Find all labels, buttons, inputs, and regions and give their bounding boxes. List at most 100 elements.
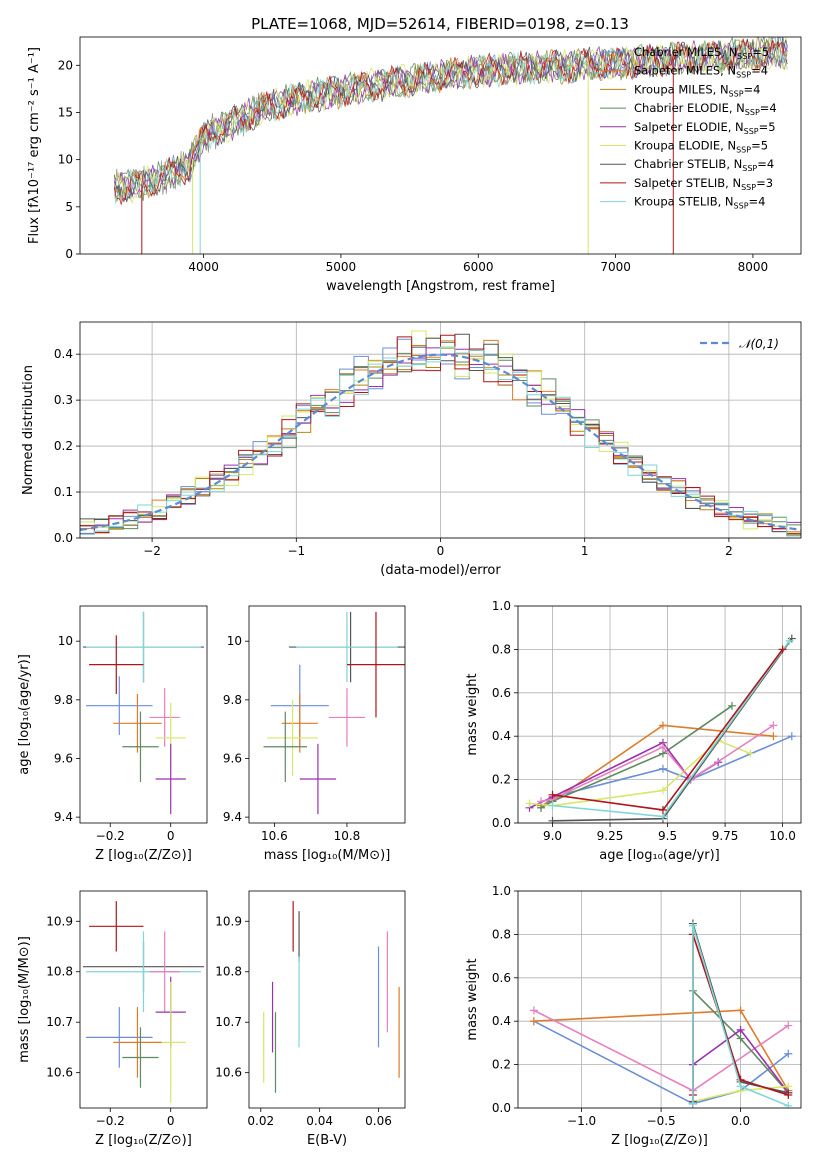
mass-weight-marker bbox=[688, 1099, 697, 1108]
y-tick-label: 9.6 bbox=[223, 751, 242, 765]
x-axis-label: E(B-V) bbox=[307, 1133, 347, 1148]
y-tick-label: 9.8 bbox=[223, 693, 242, 707]
x-tick-label: −0.2 bbox=[96, 829, 125, 843]
legend-entry: Chabrier ELODIE, NSSP=4 bbox=[634, 101, 777, 117]
plot-area bbox=[83, 611, 204, 815]
x-tick-label: 4000 bbox=[188, 260, 219, 274]
spectrum-model-line bbox=[113, 37, 788, 204]
mass-weight-marker bbox=[727, 701, 736, 710]
y-axis-label: mass weight bbox=[465, 673, 480, 755]
x-axis-label: Z [log₁₀(Z/Z⊙)] bbox=[95, 848, 192, 863]
y-tick-label: 0.4 bbox=[492, 729, 511, 743]
plot-area bbox=[83, 901, 204, 1103]
legend-entry: Kroupa STELIB, NSSP=4 bbox=[634, 195, 765, 211]
y-tick-label: 10 bbox=[58, 153, 73, 167]
y-axis-label: Normed distribution bbox=[21, 365, 36, 495]
mass-weight-marker bbox=[784, 1101, 793, 1108]
legend-entry: Kroupa ELODIE, NSSP=5 bbox=[634, 139, 768, 155]
mass-weight-marker bbox=[787, 732, 796, 741]
mass-weight-marker bbox=[658, 786, 667, 795]
y-tick-label: 15 bbox=[58, 105, 73, 119]
mass-weight-marker bbox=[769, 732, 778, 741]
y-tick-label: 0.3 bbox=[54, 393, 73, 407]
x-axis-label: Z [log₁₀(Z/Z⊙)] bbox=[611, 1133, 708, 1148]
y-tick-label: 10.8 bbox=[215, 965, 242, 979]
mass-weight-marker bbox=[658, 743, 667, 752]
y-axis-label: mass weight bbox=[465, 958, 480, 1040]
mass-weight-marker bbox=[736, 1025, 745, 1034]
mass-weight-line bbox=[540, 724, 774, 807]
legend-entry: 𝒩(0,1) bbox=[739, 337, 779, 351]
mass-weight-line bbox=[533, 1020, 789, 1105]
y-tick-label: 10.9 bbox=[215, 914, 242, 928]
legend-entry: Chabrier MILES, NSSP=5 bbox=[634, 45, 769, 61]
panel-spectrum: 4000 5000 6000 7000 8000 0 5 10 15 20 wavelength [… bbox=[27, 36, 802, 294]
y-tick-label: 0.0 bbox=[492, 1101, 511, 1115]
mass-weight-marker bbox=[736, 1082, 745, 1091]
x-tick-label: −1 bbox=[287, 544, 305, 558]
x-axis-label: wavelength [Angstrom, rest frame] bbox=[326, 279, 555, 294]
y-tick-label: 10 bbox=[227, 634, 242, 648]
y-tick-label: 0 bbox=[65, 247, 73, 261]
x-tick-label: 9.75 bbox=[712, 829, 739, 843]
legend-entry: Kroupa MILES, NSSP=4 bbox=[634, 82, 760, 98]
y-tick-label: 5 bbox=[65, 200, 73, 214]
legend-entry: Salpeter ELODIE, NSSP=5 bbox=[634, 120, 776, 136]
legend-entry: Salpeter STELIB, NSSP=3 bbox=[634, 176, 773, 192]
y-axis-label: mass [log₁₀(M/M⊙)] bbox=[17, 936, 32, 1063]
x-tick-label: −0.2 bbox=[96, 1114, 125, 1128]
mass-weight-marker bbox=[785, 636, 794, 645]
mass-weight-line bbox=[552, 638, 793, 822]
x-tick-label: −1.0 bbox=[567, 1114, 596, 1128]
y-tick-label: 0.2 bbox=[54, 439, 73, 453]
x-tick-label: −0.5 bbox=[647, 1114, 676, 1128]
x-tick-label: 0.04 bbox=[306, 1114, 333, 1128]
spectrum-model-line bbox=[113, 37, 788, 203]
mass-weight-marker bbox=[736, 1034, 745, 1043]
axes-frame bbox=[248, 605, 406, 824]
panel-age-vs-mass: 10.6 10.8 9.4 9.6 9.8 10 mass [log₁₀(M/M⊙)] bbox=[223, 605, 406, 863]
mass-weight-marker bbox=[548, 816, 557, 823]
axes-frame bbox=[517, 890, 802, 1109]
y-tick-label: 0.0 bbox=[54, 531, 73, 545]
mass-weight-marker bbox=[746, 749, 755, 758]
x-axis-label: (data-model)/error bbox=[380, 563, 501, 578]
x-tick-label: 0.06 bbox=[365, 1114, 392, 1128]
y-tick-label: 9.8 bbox=[54, 693, 73, 707]
y-tick-label: 0.4 bbox=[492, 1014, 511, 1028]
plot-area bbox=[113, 37, 788, 254]
axes-frame bbox=[248, 890, 406, 1109]
panel-massweight-vs-age: 9.0 9.25 9.5 9.75 10.0 0.0 0.2 0.4 0.6 0.8 1.0 age … bbox=[465, 599, 802, 863]
normal-curve bbox=[80, 353, 801, 531]
spectrum-model-line bbox=[113, 38, 788, 206]
figure-title: PLATE=1068, MJD=52614, FIBERID=0198, z=0… bbox=[251, 15, 629, 33]
panel-age-vs-Z: −0.2 0 9.4 9.6 9.8 10 Z [log₁₀(Z/Z⊙)] age [log₁… bbox=[17, 605, 208, 863]
x-axis-label: Z [log₁₀(Z/Z⊙)] bbox=[95, 1133, 192, 1148]
spectrum-model-line bbox=[113, 37, 788, 202]
y-tick-label: 0.8 bbox=[492, 927, 511, 941]
x-tick-label: 10.8 bbox=[334, 829, 361, 843]
mass-weight-line bbox=[540, 724, 774, 803]
spectrum-model-line bbox=[113, 37, 788, 205]
axes-frame bbox=[79, 321, 802, 539]
y-tick-label: 0.2 bbox=[492, 1058, 511, 1072]
y-tick-label: 10 bbox=[58, 634, 73, 648]
x-tick-label: 10.6 bbox=[261, 829, 288, 843]
legend-entry: Chabrier STELIB, NSSP=4 bbox=[634, 157, 774, 173]
x-tick-label: 0.02 bbox=[247, 1114, 274, 1128]
y-tick-label: 0.0 bbox=[492, 816, 511, 830]
panel-massweight-vs-Z: −1.0 −0.5 0.0 0.0 0.2 0.4 0.6 0.8 1.0 Z [log₁₀(Z/… bbox=[465, 884, 802, 1148]
y-tick-label: 9.4 bbox=[54, 810, 73, 824]
y-tick-label: 0.2 bbox=[492, 773, 511, 787]
y-tick-label: 0.4 bbox=[54, 347, 73, 361]
panel-residual-hist: −2 −1 0 1 2 0.0 0.1 0.2 0.3 0.4 (data-model)/error… bbox=[21, 321, 802, 578]
mass-weight-marker bbox=[784, 1049, 793, 1058]
y-tick-label: 0.8 bbox=[492, 642, 511, 656]
x-tick-label: 0.0 bbox=[731, 1114, 750, 1128]
panel-mass-vs-ebv: 0.02 0.04 0.06 10.6 10.7 10.8 10.9 E(B-V) bbox=[215, 890, 406, 1148]
x-tick-label: 0 bbox=[167, 829, 175, 843]
mass-weight-marker bbox=[736, 1006, 745, 1015]
y-axis-label: age [log₁₀(age/yr)] bbox=[17, 654, 32, 775]
y-tick-label: 10.8 bbox=[46, 965, 73, 979]
